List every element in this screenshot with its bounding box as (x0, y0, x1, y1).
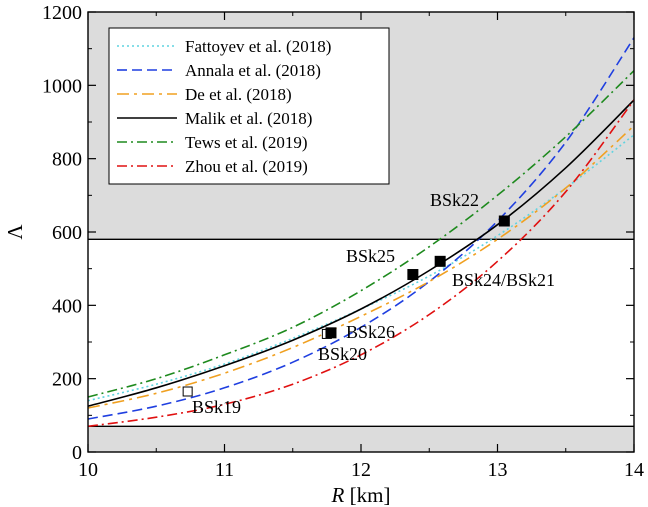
point-label: BSk22 (430, 190, 479, 210)
legend-label: De et al. (2018) (185, 85, 292, 104)
threshold-lines (88, 238, 634, 427)
legend-box (108, 27, 390, 185)
point-bsk19 (182, 386, 193, 397)
y-tick-label: 600 (52, 222, 82, 244)
data-points (182, 215, 510, 397)
y-tick-label: 0 (72, 442, 82, 464)
point-label: BSk20 (318, 344, 367, 364)
y-tick-label: 1000 (42, 75, 82, 97)
series-line-5 (87, 99, 635, 428)
x-tick-label: 11 (215, 459, 234, 481)
legend-label: Malik et al. (2018) (185, 109, 312, 128)
point-label: BSk25 (346, 246, 395, 266)
axes: 10 11 12 13 14 0 200 400 600 800 1000 1200 R [km] Λ (3, 2, 644, 507)
series-line-1 (87, 37, 635, 420)
legend-label: Zhou et al. (2019) (185, 157, 308, 176)
point-bsk26 (325, 327, 337, 339)
x-tick-label: 14 (624, 459, 644, 481)
point-label: BSk24/BSk21 (452, 270, 555, 290)
point-label: BSk26 (346, 322, 395, 342)
y-tick-label: 400 (52, 295, 82, 317)
point-label: BSk19 (192, 397, 241, 417)
y-tick-label: 800 (52, 149, 82, 171)
x-tick-label: 13 (488, 459, 508, 481)
legend-label: Tews et al. (2019) (185, 133, 308, 152)
series-line-4 (87, 70, 635, 398)
series-line-0 (87, 134, 635, 402)
y-tick-label: 1200 (42, 2, 82, 24)
series-line-3 (87, 99, 635, 407)
y-axis-title: Λ (3, 224, 27, 240)
point-bsk22 (498, 215, 510, 227)
x-tick-label: 12 (351, 459, 371, 481)
point-bsk25 (407, 269, 419, 281)
legend: Fattoyev et al. (2018) Annala et al. (201… (108, 27, 390, 185)
x-tick-label: 10 (78, 459, 98, 481)
series-lines (87, 37, 635, 428)
series-line-2 (87, 125, 635, 409)
x-axis-title: R [km] (331, 483, 391, 507)
point-bsk24-bsk21 (434, 255, 446, 267)
legend-label: Fattoyev et al. (2018) (185, 37, 331, 56)
legend-label: Annala et al. (2018) (185, 61, 321, 80)
y-tick-label: 200 (52, 369, 82, 391)
